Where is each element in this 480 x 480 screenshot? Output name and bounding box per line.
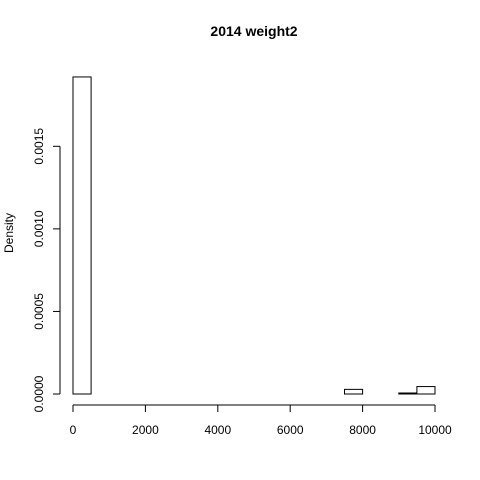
y-tick-label: 0.0005 [32,293,46,330]
x-tick-label: 0 [70,423,77,437]
x-tick-label: 10000 [418,423,452,437]
histogram-bar [344,388,364,395]
x-tick-label: 4000 [204,423,231,437]
chart-title: 2014 weight2 [210,23,297,39]
y-tick-label: 0.0000 [32,375,46,412]
bars-group [72,76,436,395]
y-tick-label: 0.0010 [32,210,46,247]
histogram-bar [416,386,436,395]
x-axis: 0 2000 4000 6000 8000 10000 [70,404,452,437]
x-tick-label: 2000 [132,423,159,437]
histogram-bar [398,392,418,395]
y-axis-label: Density [2,213,16,253]
y-axis: 0.0000 0.0005 0.0010 0.0015 [32,128,61,412]
y-tick-label: 0.0015 [32,128,46,165]
x-tick-label: 6000 [277,423,304,437]
x-tick-label: 8000 [349,423,376,437]
histogram-bar [72,76,92,395]
